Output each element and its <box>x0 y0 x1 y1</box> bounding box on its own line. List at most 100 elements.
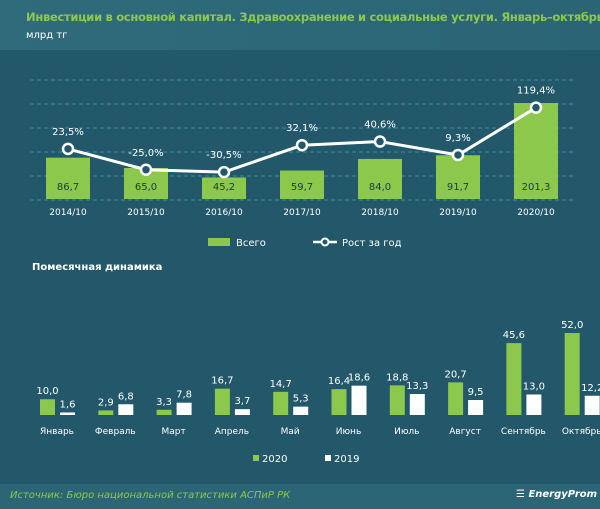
legend-2020: 2020 <box>262 454 287 465</box>
x-tick-label: 2015/10 <box>127 208 165 218</box>
bar-label: 65,0 <box>135 182 157 193</box>
x-tick-label: 2014/10 <box>49 208 87 218</box>
bar-2019 <box>293 406 309 415</box>
growth-label: 32,1% <box>286 123 318 134</box>
bar-label: 6,8 <box>118 391 134 402</box>
bar-label: 5,3 <box>293 394 309 405</box>
bar-label: 18,8 <box>386 372 408 383</box>
unit-label: млрд тг <box>26 30 68 41</box>
bar-2020 <box>156 409 172 415</box>
legend-2019: 2019 <box>334 454 359 465</box>
monthly-subtitle: Помесячная динамика <box>32 262 163 273</box>
bar-label: 14,7 <box>270 379 292 390</box>
x-tick-label: Май <box>281 427 300 437</box>
x-tick-label: Сентябрь <box>501 427 546 437</box>
bar-label: 16,4 <box>328 376 350 387</box>
bar-2020 <box>98 410 114 415</box>
bar-label: 7,8 <box>176 390 192 401</box>
bar-2019 <box>234 409 250 415</box>
monthly-chart: 10,01,6 Январь 2,9 6,8 Февраль 3,3 7,8 Март 16,7… <box>36 320 600 465</box>
bar-label: 18,6 <box>348 373 370 384</box>
legend-marker-growth <box>320 237 330 247</box>
bar-2019 <box>409 394 425 415</box>
bar-label: 12,2 <box>581 383 600 394</box>
bar-2019 <box>351 385 367 415</box>
bar-label: 45,2 <box>213 182 235 193</box>
bar-2020 <box>564 333 580 415</box>
bar <box>436 155 480 199</box>
bar-label: 86,7 <box>57 182 79 193</box>
growth-label: 119,4% <box>517 86 555 97</box>
bar-label: 1,6 <box>60 399 76 410</box>
growth-point <box>61 142 75 156</box>
bar-2020 <box>448 382 464 415</box>
bar-2019 <box>176 402 192 415</box>
bar-label: 59,7 <box>291 182 313 193</box>
footer-band <box>0 484 600 509</box>
x-tick-label: Апрель <box>215 427 249 437</box>
growth-point <box>529 101 543 114</box>
legend-swatch-2019 <box>325 455 331 461</box>
bar-2019 <box>526 394 542 415</box>
growth-label: 23,5% <box>52 127 84 138</box>
bar-label: 16,7 <box>211 376 233 387</box>
bar-label: 13,0 <box>523 382 545 393</box>
x-tick-label: 2020/10 <box>517 208 555 218</box>
x-tick-label: Август <box>449 427 481 437</box>
growth-point <box>373 135 387 148</box>
x-tick-label: Март <box>161 427 185 437</box>
x-tick-label: 2019/10 <box>439 208 477 218</box>
growth-point <box>139 163 153 176</box>
x-tick-label: 2016/10 <box>205 208 243 218</box>
bar-label: 45,6 <box>503 330 525 341</box>
bar-2020 <box>214 388 230 415</box>
x-tick-label: Октябрь <box>562 427 600 437</box>
logo-text: EnergyProm <box>528 489 598 500</box>
legend-swatch-2020 <box>253 455 259 461</box>
x-tick-label: 2018/10 <box>361 208 399 218</box>
growth-label: -25,0% <box>128 148 163 159</box>
growth-label: 9,3% <box>445 133 470 144</box>
bar-2019 <box>118 404 134 415</box>
growth-label: 40,6% <box>364 120 396 131</box>
bar-label: 3,7 <box>234 396 250 407</box>
legend-total: Всего <box>236 238 266 249</box>
growth-point <box>217 165 231 179</box>
chart-title: Инвестиции в основной капитал. Здравоохр… <box>26 10 600 24</box>
energyprom-logo: ☰ EnergyProm <box>516 489 598 500</box>
bar-label: 10,0 <box>36 386 58 397</box>
bar-label: 84,0 <box>369 182 391 193</box>
growth-point <box>451 148 465 162</box>
legend-swatch-total <box>208 238 230 246</box>
x-tick-label: Январь <box>40 427 74 437</box>
bar-label: 91,7 <box>447 182 469 193</box>
bar-label: 52,0 <box>561 320 583 331</box>
bar <box>358 158 402 199</box>
bar-label: 2,9 <box>98 397 114 408</box>
bar-2019 <box>584 395 600 415</box>
bar <box>202 177 246 199</box>
bar-2020 <box>389 385 405 415</box>
x-tick-label: Июнь <box>336 427 362 437</box>
bar <box>280 170 324 199</box>
x-tick-label: 2017/10 <box>283 208 321 218</box>
x-tick-label: Февраль <box>95 427 136 437</box>
bar-2020 <box>331 389 347 415</box>
bar-2020 <box>506 343 522 415</box>
annual-chart: 86,7 2014/10 65,0 2015/10 45,2 2016/10 59,7 201… <box>30 79 576 249</box>
bar-2019 <box>468 400 484 415</box>
bar-label: 9,5 <box>468 387 484 398</box>
bar-label: 13,3 <box>406 381 428 392</box>
header-band <box>0 0 600 50</box>
bar <box>46 157 90 199</box>
bar <box>514 103 558 199</box>
legend-growth: Рост за год <box>342 238 402 249</box>
bar-label: 3,3 <box>156 397 172 408</box>
growth-point <box>295 138 309 152</box>
bar-label: 201,3 <box>522 182 551 193</box>
x-tick-label: Июль <box>394 427 419 437</box>
bar-2020 <box>40 399 55 415</box>
bar-label: 20,7 <box>444 369 466 380</box>
source-note: Источник: Бюро национальной статистики А… <box>10 490 291 501</box>
